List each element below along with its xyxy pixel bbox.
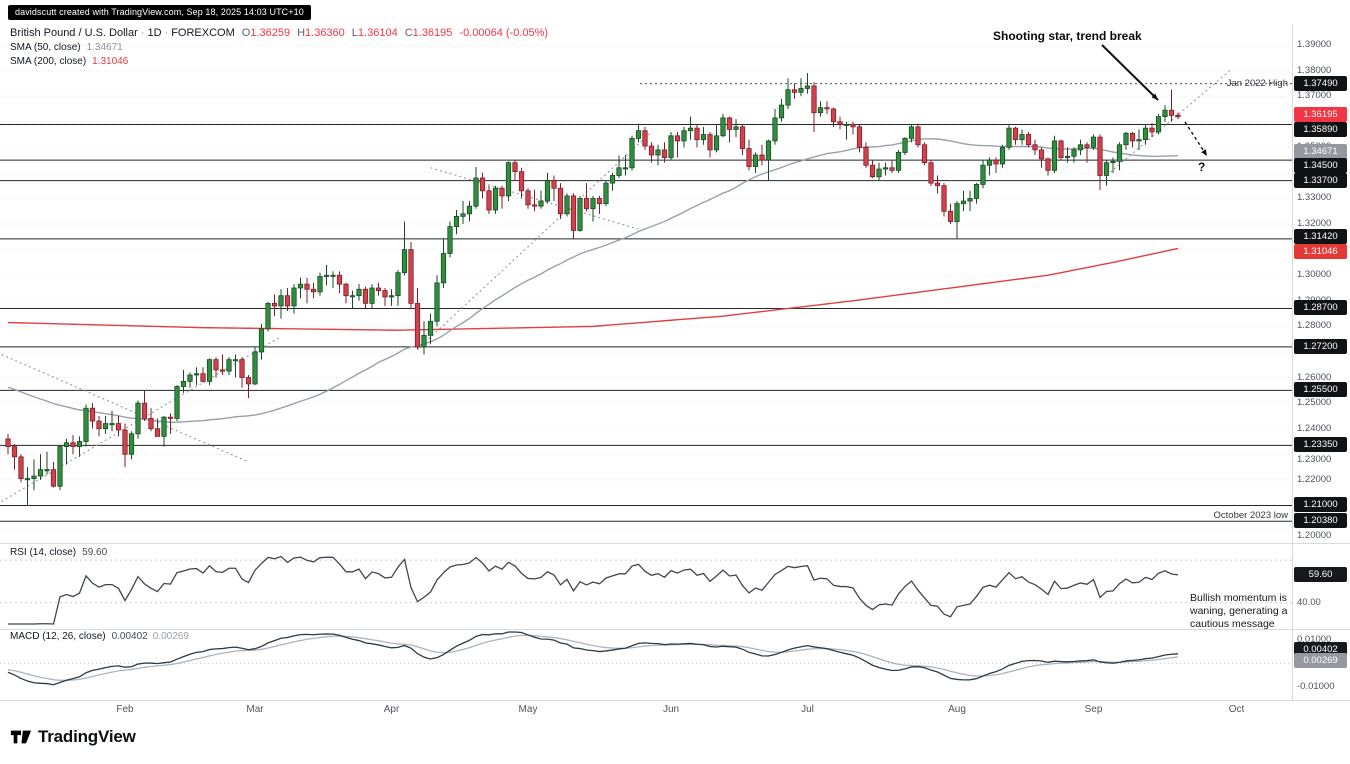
separator-dot: · bbox=[140, 27, 145, 39]
macd-legend-row[interactable]: MACD (12, 26, close) 0.00402 0.00269 bbox=[10, 631, 189, 642]
macd-label: MACD (12, 26, close) bbox=[10, 631, 106, 642]
creator-watermark: davidscutt created with TradingView.com,… bbox=[8, 5, 311, 20]
sma50-value: 1.34671 bbox=[86, 42, 123, 53]
symbol-row[interactable]: British Pound / U.S. Dollar · 1D · FOREXCOM O… bbox=[10, 25, 548, 41]
separator-dot: · bbox=[164, 27, 169, 39]
sma200-legend-row[interactable]: SMA (200, close) 1.31046 bbox=[10, 55, 548, 69]
close-label: C bbox=[404, 27, 413, 39]
open-label: O bbox=[241, 27, 251, 39]
rsi-value: 59.60 bbox=[82, 547, 108, 558]
tradingview-logo-icon bbox=[10, 730, 32, 744]
low-value: 1.36104 bbox=[357, 27, 398, 39]
question-mark-annotation: ? bbox=[1198, 160, 1206, 174]
rsi-note-line: waning, generating a bbox=[1190, 605, 1288, 617]
sma200-value: 1.31046 bbox=[92, 56, 129, 67]
rsi-legend-row[interactable]: RSI (14, close) 59.60 bbox=[10, 547, 107, 558]
rsi-label: RSI (14, close) bbox=[10, 547, 77, 558]
macd-signal-value: 0.00269 bbox=[152, 631, 189, 642]
symbol-legend: British Pound / U.S. Dollar · 1D · FOREXCOM O… bbox=[10, 25, 548, 69]
sma50-label: SMA (50, close) bbox=[10, 42, 81, 53]
rsi-note-line: cautious message bbox=[1190, 618, 1275, 630]
shooting-star-annotation[interactable]: Shooting star, trend break bbox=[993, 29, 1142, 43]
open-value: 1.36259 bbox=[250, 27, 291, 39]
october-2023-low-label: October 2023 low bbox=[1213, 510, 1288, 521]
symbol-exchange: FOREXCOM bbox=[171, 27, 235, 39]
low-label: L bbox=[351, 27, 358, 39]
rsi-note-line: Bullish momentum is bbox=[1190, 592, 1287, 604]
change-value: -0.00064 (-0.05%) bbox=[459, 27, 549, 39]
close-value: 1.36195 bbox=[412, 27, 453, 39]
tradingview-attribution[interactable]: TradingView bbox=[10, 726, 136, 748]
jan-2022-high-label: Jan 2022 High bbox=[1226, 78, 1288, 89]
sma50-legend-row[interactable]: SMA (50, close) 1.34671 bbox=[10, 41, 548, 55]
high-label: H bbox=[297, 27, 306, 39]
symbol-title: British Pound / U.S. Dollar bbox=[10, 27, 138, 39]
high-value: 1.36360 bbox=[305, 27, 345, 39]
tradingview-wordmark: TradingView bbox=[38, 727, 136, 746]
sma200-label: SMA (200, close) bbox=[10, 56, 87, 67]
symbol-interval: 1D bbox=[147, 27, 162, 39]
macd-value: 0.00402 bbox=[111, 631, 148, 642]
